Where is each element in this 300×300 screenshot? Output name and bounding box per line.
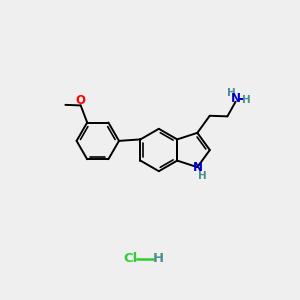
Text: methoxy: methoxy: [54, 104, 60, 106]
Text: N: N: [193, 161, 203, 174]
Text: Cl: Cl: [124, 252, 138, 266]
Text: O: O: [76, 94, 86, 107]
Text: H: H: [152, 252, 164, 266]
Text: H: H: [227, 88, 236, 98]
Text: N: N: [231, 92, 241, 105]
Text: H: H: [198, 171, 207, 181]
Text: H: H: [242, 94, 250, 105]
